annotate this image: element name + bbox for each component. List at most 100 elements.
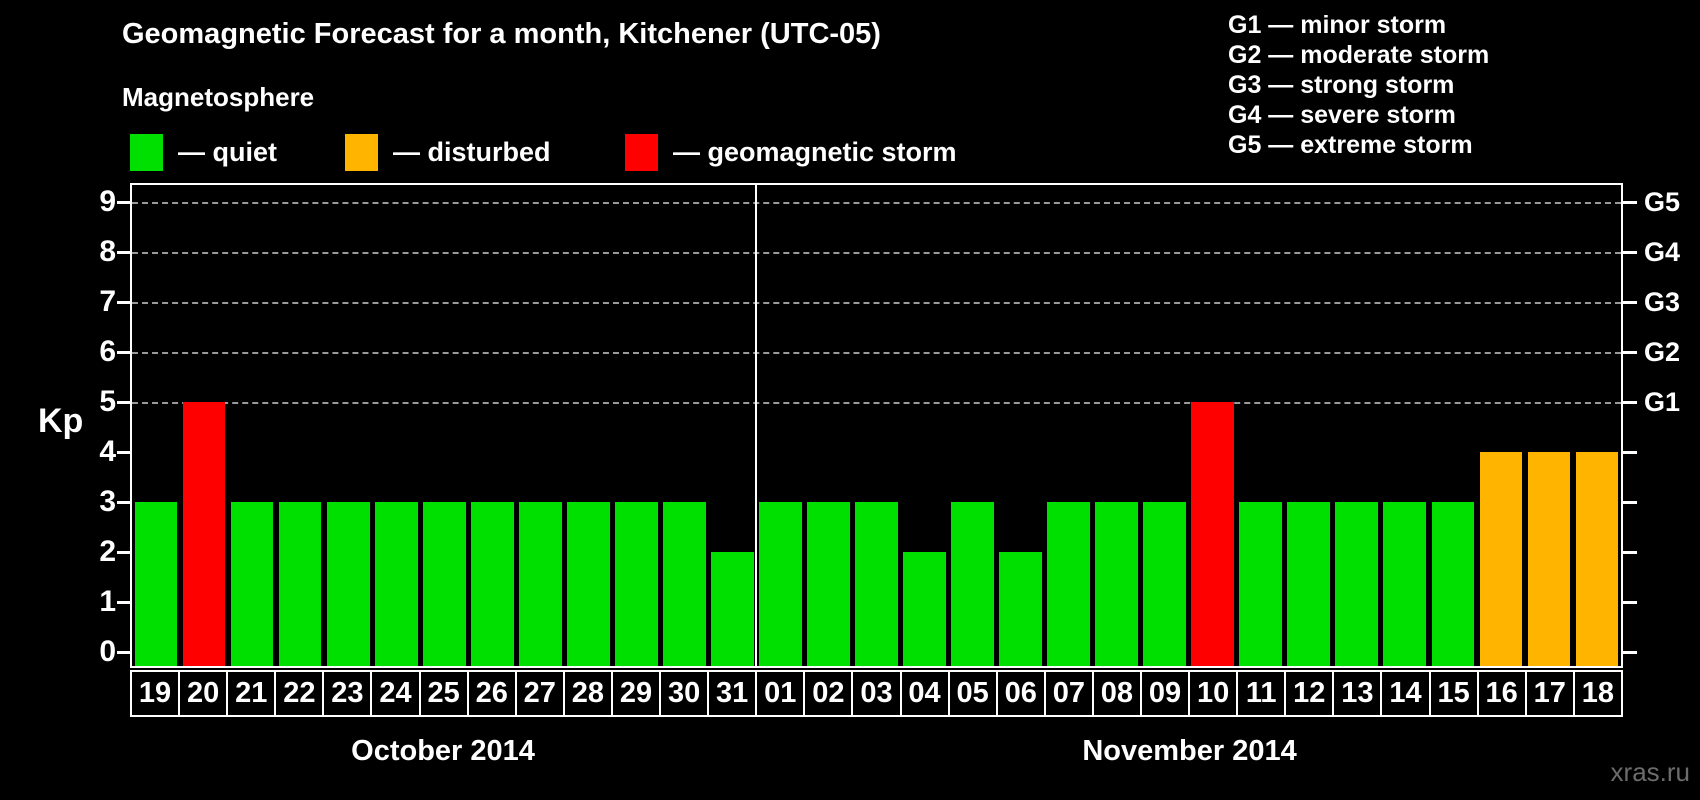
kp-bar-28: [566, 502, 610, 666]
y-axis-tick-5: [117, 401, 130, 404]
day-label-cell-11: 11: [1238, 672, 1287, 715]
day-label-cell-28: 28: [565, 672, 613, 715]
legend-label-disturbed: — disturbed: [393, 136, 551, 167]
legend-item-disturbed: — disturbed: [345, 132, 551, 172]
y-axis-tick-0: [117, 651, 130, 654]
day-label-cell-14: 14: [1382, 672, 1431, 715]
month-label-1: November 2014: [1082, 735, 1297, 767]
day-label-cell-16: 16: [1479, 672, 1527, 715]
day-axis-strip: 19 20 21 22 23 24 25 26 27 28 29 30 31 01 02 03 04 05 06 07…: [130, 670, 1623, 717]
day-label-cell-08: 08: [1094, 672, 1142, 715]
kp-bar-15: [1431, 502, 1475, 666]
kp-bar-08: [1095, 502, 1139, 666]
g-scale-legend-line-g4: G4 — severe storm: [1228, 101, 1456, 129]
y-tick-label-1: 1: [99, 585, 116, 618]
day-label-cell-24: 24: [372, 672, 421, 715]
day-label-cell-26: 26: [469, 672, 517, 715]
y-axis-tick-4: [117, 451, 130, 454]
day-label-cell-15: 15: [1431, 672, 1479, 715]
y-tick-label-8: 8: [99, 235, 116, 268]
g-scale-legend-line-g1: G1 — minor storm: [1228, 11, 1447, 39]
kp-bar-19: [134, 502, 178, 666]
right-axis-tick-7: [1623, 301, 1637, 304]
kp-bar-30: [662, 502, 706, 666]
day-label-cell-05: 05: [950, 672, 998, 715]
day-label-cell-17: 17: [1527, 672, 1575, 715]
day-label-cell-20: 20: [180, 672, 229, 715]
y-tick-label-7: 7: [99, 285, 116, 318]
y-tick-label-3: 3: [99, 485, 116, 518]
y-tick-label-6: 6: [99, 335, 116, 368]
kp-bar-27: [518, 502, 562, 666]
y-axis-tick-1: [117, 601, 130, 604]
kp-bar-03: [855, 502, 898, 666]
day-label-cell-29: 29: [613, 672, 662, 715]
g-level-label-g3: G3: [1644, 287, 1681, 317]
day-label-cell-07: 07: [1046, 672, 1094, 715]
plot-area: [130, 183, 1623, 668]
kp-gridline-9: [132, 202, 1621, 204]
kp-bar-11: [1239, 502, 1283, 666]
day-label-cell-23: 23: [324, 672, 373, 715]
day-label-cell-30: 30: [661, 672, 710, 715]
g-level-label-g1: G1: [1644, 387, 1681, 417]
day-label-cell-31: 31: [709, 672, 758, 715]
kp-bar-22: [278, 502, 322, 666]
day-label-cell-10: 10: [1190, 672, 1239, 715]
day-label-cell-09: 09: [1142, 672, 1191, 715]
storm-color-swatch: [625, 133, 658, 171]
disturbed-color-swatch: [345, 133, 378, 171]
kp-gridline-8: [132, 252, 1621, 254]
y-tick-label-9: 9: [99, 185, 116, 218]
kp-bar-07: [1047, 502, 1090, 666]
y-axis-tick-6: [117, 351, 130, 354]
right-axis-tick-0: [1623, 651, 1637, 654]
kp-bar-29: [614, 502, 658, 666]
kp-bar-14: [1383, 502, 1427, 666]
kp-bar-24: [374, 502, 418, 666]
g-scale-legend: G1 — minor storm G2 — moderate storm G3 …: [1228, 10, 1489, 160]
kp-bar-06: [999, 552, 1042, 666]
kp-bar-05: [951, 502, 994, 666]
day-label-cell-13: 13: [1334, 672, 1383, 715]
kp-bar-25: [422, 502, 466, 666]
y-axis-tick-2: [117, 551, 130, 554]
g-level-label-g5: G5: [1644, 187, 1681, 217]
y-tick-label-2: 2: [99, 535, 116, 568]
g-level-label-g4: G4: [1644, 237, 1681, 267]
y-tick-label-0: 0: [99, 635, 116, 668]
y-tick-label-5: 5: [99, 385, 116, 418]
g-scale-legend-line-g2: G2 — moderate storm: [1228, 41, 1490, 69]
y-axis-tick-3: [117, 501, 130, 504]
y-axis-tick-8: [117, 251, 130, 254]
kp-bar-31: [711, 552, 754, 666]
kp-bar-02: [807, 502, 850, 666]
g-level-label-g2: G2: [1644, 337, 1681, 367]
day-label-cell-22: 22: [276, 672, 325, 715]
g-scale-legend-line-g5: G5 — extreme storm: [1228, 131, 1473, 159]
right-axis-tick-6: [1623, 351, 1637, 354]
kp-bar-18: [1575, 452, 1619, 666]
kp-gridline-6: [132, 352, 1621, 354]
legend-item-storm: — geomagnetic storm: [625, 132, 957, 172]
day-label-cell-02: 02: [805, 672, 854, 715]
quiet-color-swatch: [130, 133, 163, 171]
y-axis-tick-7: [117, 301, 130, 304]
day-label-cell-25: 25: [421, 672, 469, 715]
y-axis-tick-9: [117, 201, 130, 204]
kp-bar-04: [903, 552, 946, 666]
month-label-0: October 2014: [351, 735, 535, 767]
y-tick-label-4: 4: [99, 435, 116, 468]
day-label-cell-18: 18: [1581, 677, 1614, 709]
right-axis-tick-1: [1623, 601, 1637, 604]
day-label-cell-19: 19: [132, 672, 181, 715]
day-label-cell-27: 27: [517, 672, 565, 715]
month-separator: [755, 185, 758, 666]
day-label-cell-03: 03: [853, 672, 902, 715]
kp-bar-21: [230, 502, 274, 666]
day-label-cell-12: 12: [1286, 672, 1335, 715]
day-label-cell-06: 06: [998, 672, 1046, 715]
watermark: xras.ru: [1610, 757, 1690, 787]
legend-label-storm: — geomagnetic storm: [673, 136, 957, 167]
legend-item-quiet: — quiet: [130, 132, 277, 172]
